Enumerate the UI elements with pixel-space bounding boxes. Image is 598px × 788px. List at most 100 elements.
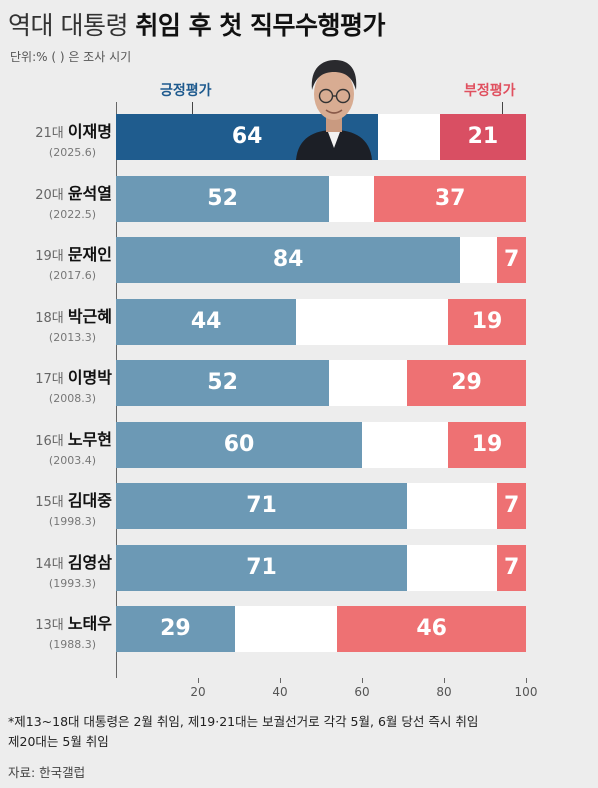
data-label-negative: 29: [451, 370, 482, 395]
footnote-line-1: *제13~18대 대통령은 2월 취임, 제19·21대는 보궐선거로 각각 5…: [8, 714, 479, 729]
bar-neutral: [407, 483, 498, 529]
bar-neutral: [234, 606, 338, 652]
bar-row: 29 46: [116, 606, 526, 652]
data-label-positive: 71: [246, 493, 277, 518]
bar-neutral: [407, 544, 498, 591]
x-tick: [198, 678, 199, 683]
row-date: (1993.3): [48, 576, 96, 590]
row-date: (2003.4): [48, 453, 96, 467]
row-label: 19대 문재인 (2017.6): [0, 241, 112, 282]
row-name: 김영삼: [67, 552, 112, 572]
data-label-positive: 44: [190, 308, 222, 334]
data-label-positive: 60: [223, 431, 255, 457]
legend-positive: 긍정평가: [160, 83, 212, 99]
bar-row: 52 29: [116, 360, 526, 406]
x-tick-label: 60: [354, 685, 370, 699]
row-date: (2013.3): [48, 330, 96, 344]
row-term: 13대: [35, 618, 68, 633]
row-term: 17대: [35, 372, 68, 387]
row-name: 이재명: [67, 122, 112, 141]
x-tick: [444, 678, 445, 683]
bar-neutral: [329, 175, 375, 222]
row-date: (2017.6): [48, 269, 96, 282]
row-term: 21대: [35, 126, 68, 141]
bar-neutral: [296, 298, 449, 345]
footnote: *제13~18대 대통령은 2월 취임, 제19·21대는 보궐선거로 각각 5…: [8, 712, 478, 752]
row-label: 20대 윤석열 (2022.5): [0, 180, 112, 221]
bar-negative: [448, 298, 526, 345]
bar-row: 71 7: [116, 483, 526, 529]
title-bold: 취임 후 첫 직무수행평가: [135, 11, 386, 40]
chart-title: 역대 대통령 취임 후 첫 직무수행평가: [8, 6, 386, 42]
bar-positive: [116, 421, 362, 468]
row-date: (2022.5): [48, 207, 96, 221]
bar-positive: [116, 360, 330, 406]
bar-negative: [497, 483, 526, 529]
legend-positive-leader: [192, 102, 193, 116]
bar-negative: [337, 606, 526, 652]
bar-neutral: [362, 421, 449, 468]
row-term: 19대: [35, 249, 68, 264]
x-tick-label: 100: [514, 685, 538, 699]
bar-positive: [116, 483, 408, 529]
data-label-negative: 7: [503, 554, 520, 580]
bar-negative: [374, 175, 526, 222]
row-date: (1998.3): [48, 515, 96, 528]
bar-neutral: [378, 114, 440, 160]
bar-negative: [497, 544, 526, 591]
x-tick-label: 20: [190, 685, 206, 699]
data-label-negative: 7: [503, 247, 520, 272]
row-name: 이명박: [67, 368, 112, 387]
data-label-negative: 19: [471, 308, 503, 334]
legend-negative: 부정평가: [464, 83, 516, 99]
row-name: 윤석열: [67, 183, 112, 203]
bar-row: 52 37: [116, 175, 526, 222]
x-tick-label: 40: [272, 685, 288, 699]
row-name: 김대중: [67, 491, 112, 510]
row-name: 문재인: [67, 245, 112, 264]
data-label-positive: 71: [246, 554, 277, 580]
bar-positive: [116, 606, 235, 652]
bar-row: 71 7: [116, 544, 526, 591]
data-label-negative: 46: [416, 616, 447, 641]
x-tick: [526, 678, 527, 683]
row-term: 20대: [35, 187, 68, 203]
data-label-negative: 7: [503, 493, 520, 518]
bar-neutral: [329, 360, 408, 406]
source: 자료: 한국갤럽: [8, 765, 86, 780]
row-date: (2008.3): [48, 392, 96, 405]
row-term: 15대: [35, 495, 68, 510]
bar-neutral: [460, 237, 498, 283]
bar-row: 44 19: [116, 298, 526, 345]
row-label: 13대 노태우 (1988.3): [0, 610, 112, 651]
bar-negative: [448, 421, 526, 468]
data-label-negative: 37: [434, 185, 466, 211]
data-label-positive: 64: [231, 124, 263, 149]
data-label-negative: 19: [471, 431, 503, 457]
unit-note: 단위:% ( ) 은 조사 시기: [10, 50, 132, 64]
x-tick: [280, 678, 281, 683]
row-term: 14대: [35, 556, 68, 572]
row-label: 18대 박근혜 (2013.3): [0, 303, 112, 344]
footnote-line-2: 제20대는 5월 취임: [8, 734, 109, 749]
bar-positive: [116, 175, 330, 222]
x-tick: [362, 678, 363, 683]
bar-row: 60 19: [116, 421, 526, 468]
bar-row: 84 7: [116, 237, 526, 283]
bar-positive: [116, 544, 408, 591]
row-label: 15대 김대중 (1998.3): [0, 487, 112, 528]
title-light: 역대 대통령: [8, 11, 128, 40]
data-label-positive: 52: [207, 185, 238, 211]
row-label: 14대 김영삼 (1993.3): [0, 549, 112, 590]
x-tick-label: 80: [436, 685, 452, 699]
row-label: 21대 이재명 (2025.6): [0, 118, 112, 159]
bar-negative: [407, 360, 526, 406]
row-name: 노무현: [67, 429, 112, 449]
data-label-negative: 21: [467, 124, 499, 149]
legend-negative-leader: [502, 102, 503, 116]
data-label-positive: 29: [160, 616, 191, 641]
row-term: 18대: [35, 310, 68, 326]
row-label: 16대 노무현 (2003.4): [0, 426, 112, 467]
row-term: 16대: [35, 433, 68, 449]
bar-negative: [497, 237, 526, 283]
